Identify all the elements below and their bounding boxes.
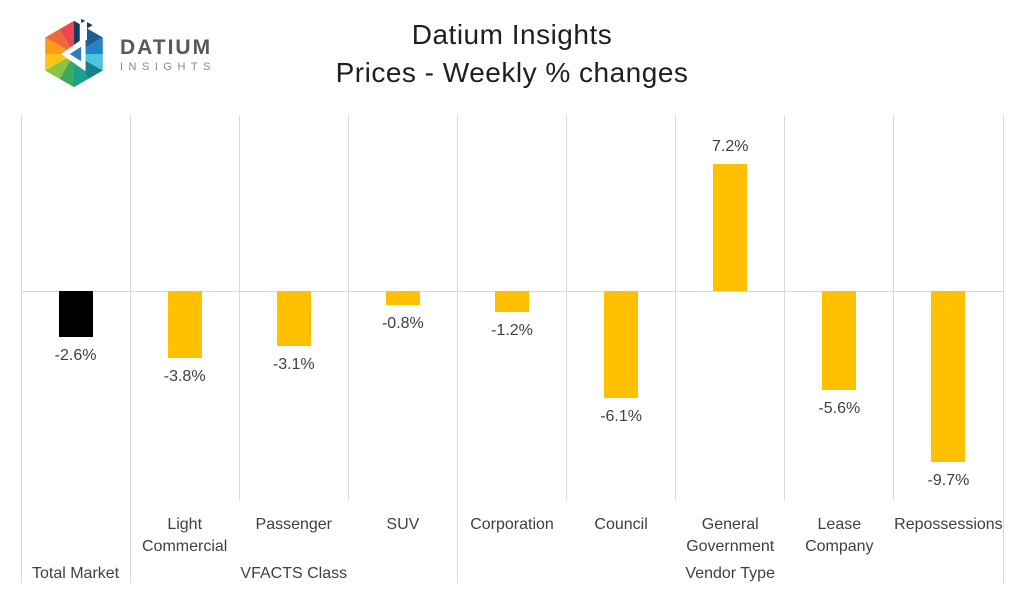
category-separator-line	[347, 115, 349, 500]
category-label-general-government: General Government	[664, 514, 797, 558]
category-label-line: Corporation	[470, 516, 554, 533]
category-label-council: Council	[555, 514, 688, 536]
category-label-line: Lease	[817, 516, 862, 533]
category-label-line: Passenger	[255, 516, 333, 533]
bar-suv	[385, 291, 420, 306]
value-label-suv: -0.8%	[381, 315, 424, 333]
group-label-vfacts-class: VFACTS Class	[240, 565, 348, 582]
category-separator-line	[238, 115, 240, 500]
category-label-suv: SUV	[336, 514, 469, 536]
bar-general-government	[713, 164, 748, 291]
bar-lease-company	[822, 291, 857, 390]
value-label-passenger: -3.1%	[272, 355, 315, 373]
datium-hexagon-logo-icon	[45, 18, 103, 88]
category-label-corporation: Corporation	[445, 514, 578, 536]
group-separator-line	[1002, 115, 1004, 583]
group-label-vendor-type: Vendor Type	[685, 565, 775, 582]
category-label-line: Light	[167, 516, 203, 533]
group-separator-line	[129, 115, 131, 583]
category-label-line: Government	[686, 538, 775, 555]
logo-sub-text: INSIGHTS	[120, 60, 216, 73]
group-label-total-market: Total Market	[31, 565, 120, 582]
value-label-light-commercial: -3.8%	[163, 367, 206, 385]
bar-corporation	[495, 291, 529, 313]
category-label-line: Commercial	[141, 538, 228, 555]
chart-title-line1: Datium Insights	[411, 19, 613, 50]
value-label-total-market: -2.6%	[54, 346, 97, 364]
value-label-lease-company: -5.6%	[818, 399, 861, 417]
logo-brand-text: DATIUM	[120, 35, 213, 59]
group-separator-line	[456, 115, 458, 583]
group-separator-line	[20, 115, 22, 583]
chart-title-line2: Prices - Weekly % changes	[335, 57, 689, 88]
category-label-repossessions: Repossessions	[882, 514, 1015, 536]
category-separator-line	[893, 115, 895, 500]
chart-title: Datium Insights Prices - Weekly % change…	[0, 16, 1024, 92]
value-label-council: -6.1%	[600, 408, 642, 426]
value-label-repossessions: -9.7%	[927, 471, 970, 489]
category-label-line: SUV	[386, 516, 420, 533]
category-label-line: Council	[594, 516, 648, 533]
category-label-line: General	[701, 516, 759, 533]
category-label-light-commercial: Light Commercial	[118, 514, 251, 558]
logo-wordmark: DATIUM INSIGHTS	[120, 35, 216, 74]
category-label-lease-company: Lease Company	[773, 514, 906, 558]
bar-light-commercial	[167, 291, 202, 358]
bar-total-market	[58, 291, 93, 337]
category-separator-line	[784, 115, 786, 500]
value-label-general-government: 7.2%	[711, 138, 749, 156]
category-label-line: Repossessions	[894, 516, 1003, 533]
category-label-line: Company	[805, 538, 874, 555]
category-separator-line	[675, 115, 677, 500]
category-label-passenger: Passenger	[227, 514, 360, 536]
category-separator-line	[566, 115, 568, 500]
value-label-corporation: -1.2%	[491, 322, 533, 340]
bar-repossessions	[931, 291, 966, 462]
bar-council	[604, 291, 639, 399]
bar-passenger	[276, 291, 311, 346]
datium-logo: DATIUM INSIGHTS	[36, 18, 216, 90]
